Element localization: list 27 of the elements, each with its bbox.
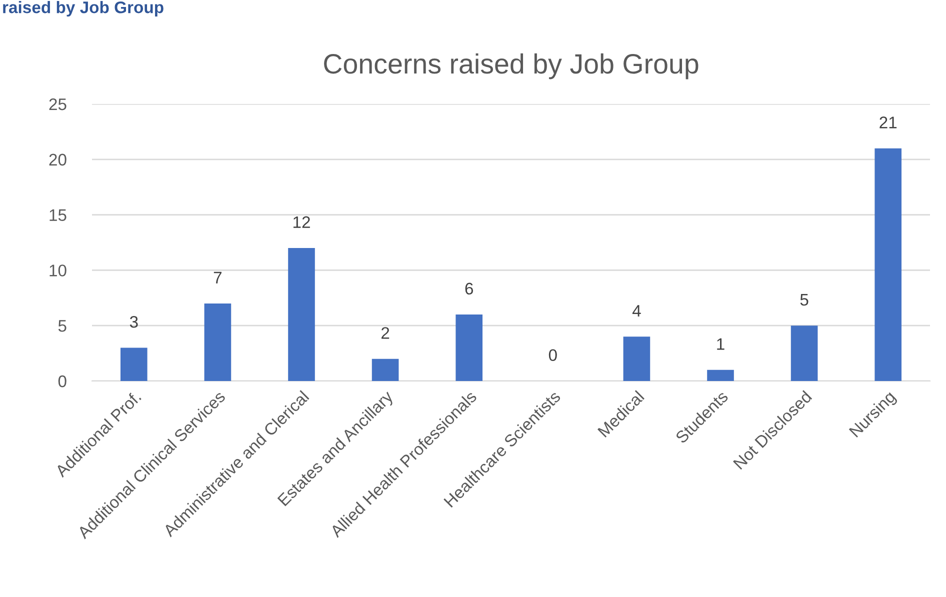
data-label: 6 xyxy=(465,282,473,295)
y-tick-label: 15 xyxy=(50,209,66,222)
data-label: 3 xyxy=(130,316,138,328)
bar xyxy=(623,336,650,381)
data-label: 12 xyxy=(294,216,310,228)
data-label: 21 xyxy=(880,116,897,128)
y-tick-label: 25 xyxy=(49,98,66,110)
data-label: 0 xyxy=(548,349,557,362)
bar xyxy=(790,326,818,381)
bar xyxy=(456,314,483,381)
text: raised by Job Group xyxy=(3,1,164,17)
bar xyxy=(204,303,232,381)
y-tick-label: 10 xyxy=(50,264,66,276)
chart-title: Concerns raised by Job Group xyxy=(324,53,698,80)
data-label: 4 xyxy=(632,305,641,317)
y-tick-label: 20 xyxy=(49,154,66,166)
data-label: 5 xyxy=(800,294,808,306)
y-tick-label: 5 xyxy=(58,320,66,332)
y-tick-label: 0 xyxy=(58,375,66,388)
data-label: 1 xyxy=(717,338,724,350)
bar xyxy=(707,370,734,381)
bar xyxy=(288,248,315,381)
data-label: 2 xyxy=(382,327,390,339)
bar xyxy=(372,358,399,381)
data-label: 7 xyxy=(214,272,222,284)
bar xyxy=(120,348,148,381)
bar xyxy=(874,148,902,381)
